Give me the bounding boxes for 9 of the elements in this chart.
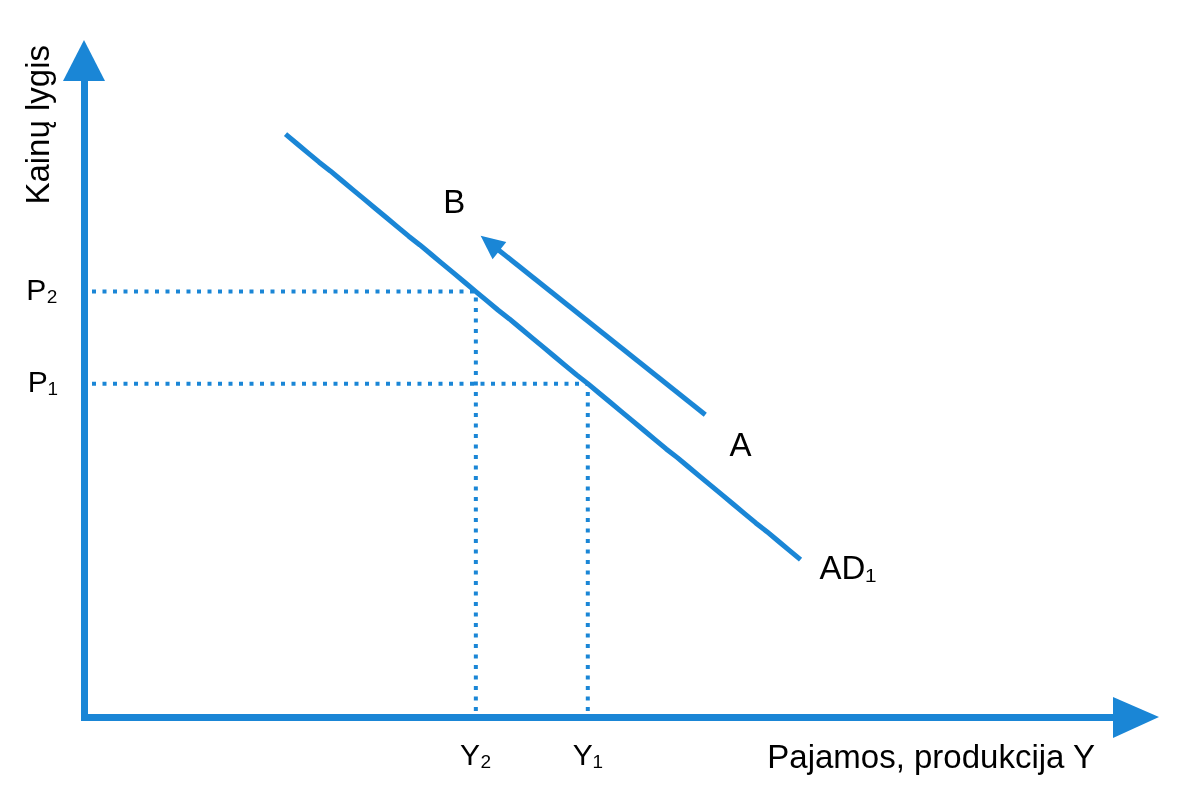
x-axis-title: Pajamos, produkcija Y [767,738,1095,775]
series-label: AD₁ [819,548,877,586]
y-axis-title: Kainų lygis [19,45,57,205]
ref-line-label: P₁ [27,364,58,398]
ref-line-label: P₂ [26,272,58,306]
x-tick-label: Y₁ [572,738,603,772]
annotation: A [729,425,752,463]
x-tick-label: Y₂ [460,738,492,772]
annotation: B [443,182,466,220]
